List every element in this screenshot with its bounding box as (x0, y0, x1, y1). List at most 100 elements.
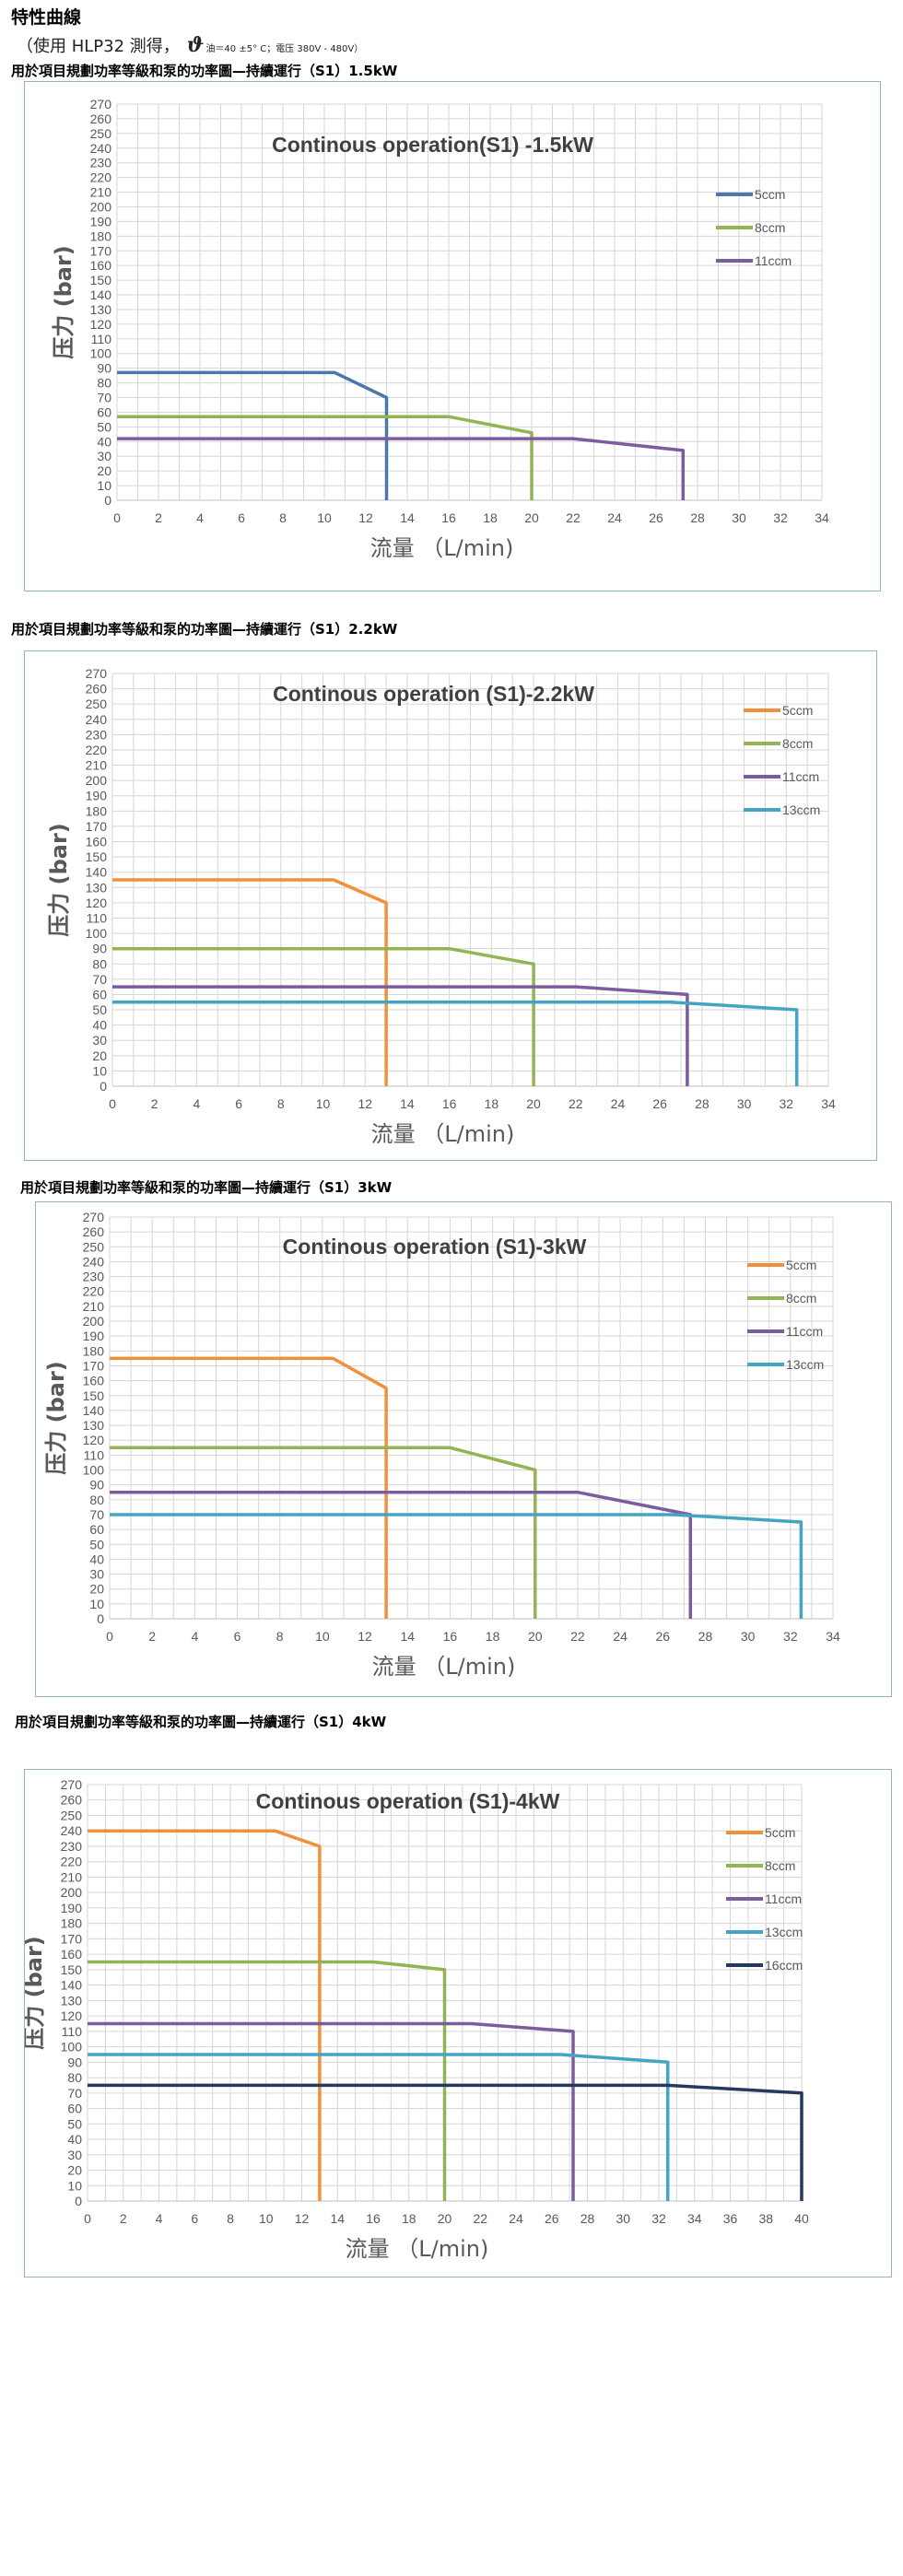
chart-3-svg: 0102030405060708090100110120130140150160… (43, 1210, 840, 1680)
y-tick-label: 200 (90, 199, 112, 214)
y-tick-label: 250 (90, 126, 112, 141)
y-tick-label: 150 (86, 849, 108, 864)
note-conditions: 油＝40 ±5° C；電压 380V - 480V） (205, 44, 364, 54)
y-tick-label: 50 (89, 1537, 104, 1551)
y-tick-label: 110 (84, 1447, 105, 1462)
chart-legend: 5ccm 8ccm 11ccm 13ccm 16ccm (726, 1825, 803, 1973)
y-tick-label: 270 (83, 1210, 105, 1224)
x-tick-label: 24 (611, 1096, 626, 1111)
chart-3-frame: 0 10 20 30 40 50 60 70 80 90 100 110 120 130 140 150 160… (35, 1201, 892, 1697)
chart-3-caption: 用於項目規劃功率等級和泵的功率圖—持續運行（S1）3kW (20, 1179, 393, 1196)
y-tick-label: 40 (89, 1551, 104, 1566)
y-tick-label: 140 (61, 1978, 83, 1993)
y-tick-label: 150 (90, 273, 112, 287)
y-tick-label: 60 (67, 2102, 82, 2116)
chart-2-frame: 0 10 20 30 40 50 60 70 80 90 100 110 120 130 140 150 160… (24, 650, 877, 1161)
legend-label-8ccm: 8ccm (782, 736, 813, 751)
y-tick-label: 190 (90, 214, 112, 228)
y-tick-label: 40 (97, 434, 111, 449)
series-line-11ccm (112, 985, 689, 1086)
y-tick-label: 210 (83, 1299, 105, 1314)
y-tick-label: 10 (67, 2178, 82, 2193)
x-tick-label: 34 (821, 1096, 836, 1111)
test-conditions-note: （使用 HLP32 測得， ϑ 油＝40 ±5° C；電压 380V - 480V） (17, 33, 363, 57)
x-tick-label: 34 (826, 1629, 840, 1644)
x-tick-label: 26 (652, 1096, 667, 1111)
legend-label-5ccm: 5ccm (786, 1258, 816, 1272)
y-tick-label: 210 (86, 758, 108, 773)
x-tick-label: 8 (277, 1096, 285, 1111)
y-tick-label: 160 (86, 835, 108, 849)
x-tick-label: 2 (148, 1629, 156, 1644)
legend-label-5ccm: 5ccm (765, 1825, 795, 1840)
y-tick-label: 170 (86, 819, 108, 834)
series-line-11ccm (117, 437, 686, 500)
y-tick-label: 270 (61, 1777, 83, 1792)
y-tick-label: 230 (86, 727, 108, 742)
y-tick-label: 180 (90, 228, 112, 243)
legend-label-8ccm: 8ccm (755, 220, 785, 235)
x-tick-label: 22 (566, 510, 580, 525)
y-tick-label: 30 (89, 1567, 104, 1582)
y-tick-label: 100 (90, 346, 112, 361)
y-tick-label: 240 (86, 712, 108, 727)
y-tick-label: 260 (83, 1224, 105, 1239)
x-tick-label: 8 (276, 1629, 284, 1644)
y-tick-label: 220 (90, 170, 112, 185)
y-tick-label: 50 (97, 419, 111, 434)
legend-label-13ccm: 13ccm (765, 1925, 803, 1939)
y-tick-label: 230 (90, 156, 112, 170)
chart-grid (111, 673, 829, 1087)
x-tick-label: 34 (687, 2211, 702, 2226)
chart-4-frame: 0 10 20 30 40 50 60 70 80 90 100 110 120 130 140 150 160… (24, 1769, 892, 2277)
x-tick-label: 14 (400, 510, 415, 525)
y-tick-label: 90 (89, 1478, 104, 1493)
y-tick-label: 220 (86, 743, 108, 757)
legend-label-11ccm: 11ccm (782, 769, 819, 784)
y-tick-label: 0 (75, 2194, 82, 2208)
x-tick-label: 8 (227, 2211, 234, 2226)
x-axis-label: 流量 （L/min) (372, 1654, 516, 1680)
y-tick-label: 170 (83, 1358, 105, 1373)
y-tick-label: 0 (100, 1079, 107, 1094)
x-tick-label: 10 (315, 1629, 330, 1644)
y-tick-label: 210 (61, 1869, 83, 1884)
series-line-13ccm (112, 1000, 799, 1086)
chart-legend: 5ccm 8ccm 11ccm 13ccm (744, 703, 820, 817)
y-tick-label: 250 (86, 697, 108, 711)
y-tick-label: 180 (86, 803, 108, 818)
x-tick-label: 28 (690, 510, 705, 525)
x-tick-label: 22 (569, 1096, 583, 1111)
y-tick-label: 260 (86, 682, 108, 697)
y-tick-label: 40 (92, 1018, 107, 1033)
x-tick-label: 6 (235, 1096, 242, 1111)
y-tick-label: 20 (92, 1048, 107, 1063)
legend-label-16ccm: 16ccm (765, 1958, 803, 1973)
x-tick-label: 0 (84, 2211, 91, 2226)
y-tick-label: 140 (90, 287, 112, 302)
x-tick-label: 0 (113, 510, 121, 525)
x-tick-label: 18 (485, 1096, 499, 1111)
y-tick-label: 20 (97, 463, 111, 478)
y-tick-label: 80 (67, 2070, 82, 2085)
x-tick-label: 26 (545, 2211, 559, 2226)
chart-title: Continous operation (S1)-4kW (256, 1789, 560, 1813)
x-tick-label: 30 (741, 1629, 756, 1644)
x-tick-label: 16 (366, 2211, 381, 2226)
x-tick-label: 18 (486, 1629, 500, 1644)
x-tick-label: 20 (526, 1096, 541, 1111)
x-tick-label: 16 (442, 1096, 457, 1111)
x-tick-label: 32 (651, 2211, 666, 2226)
series-line-8ccm (112, 946, 535, 1086)
x-tick-label: 0 (109, 1096, 116, 1111)
y-tick-label: 180 (61, 1916, 83, 1931)
x-tick-label: 6 (238, 510, 245, 525)
chart-4-caption: 用於項目規劃功率等級和泵的功率圖—持續運行（S1）4kW (15, 1714, 387, 1730)
x-tick-label: 6 (234, 1629, 241, 1644)
page-heading: 特性曲線 (11, 7, 82, 28)
legend-label-8ccm: 8ccm (786, 1291, 816, 1306)
legend-label-5ccm: 5ccm (755, 187, 785, 202)
y-tick-label: 250 (61, 1808, 83, 1822)
chart-legend: 5ccm 8ccm 11ccm 13ccm (747, 1258, 824, 1372)
chart-title: Continous operation(S1) -1.5kW (272, 133, 593, 157)
